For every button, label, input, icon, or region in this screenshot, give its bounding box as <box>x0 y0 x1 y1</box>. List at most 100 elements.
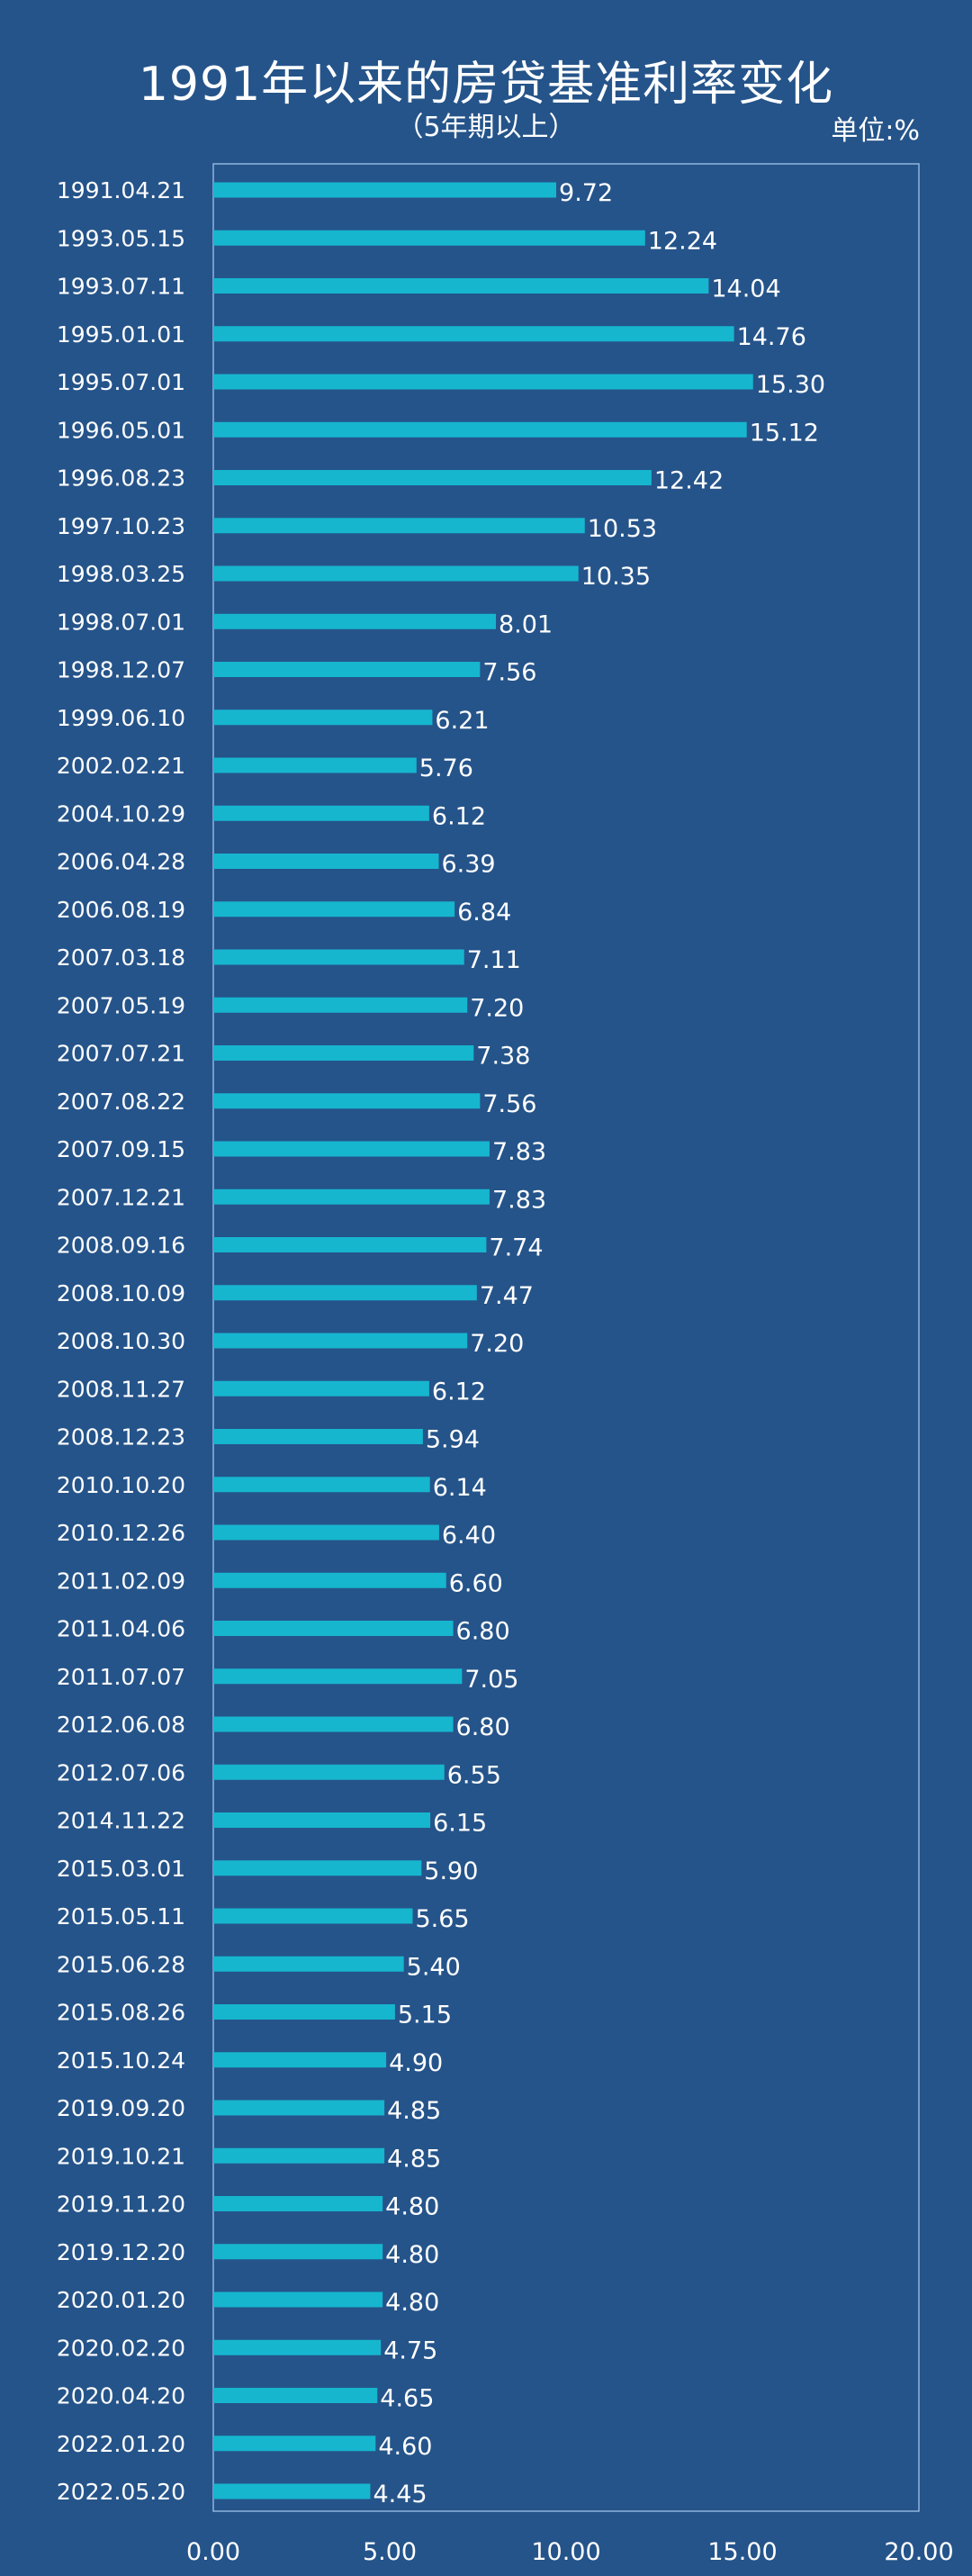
value-label: 6.39 <box>441 851 495 879</box>
category-label: 2020.04.20 <box>57 2383 185 2409</box>
category-label: 2019.11.20 <box>57 2192 185 2218</box>
bar-2007.09.15 <box>213 1141 490 1157</box>
value-label: 7.47 <box>480 1282 534 1310</box>
category-label: 2019.12.20 <box>57 2239 185 2265</box>
category-label: 2015.08.26 <box>57 2000 185 2026</box>
value-label: 9.72 <box>559 179 613 207</box>
category-label: 2007.03.18 <box>57 945 185 971</box>
value-label: 7.83 <box>492 1138 546 1166</box>
value-label: 6.60 <box>449 1569 503 1597</box>
category-label: 2015.10.24 <box>57 2047 185 2074</box>
bar-2019.11.20 <box>213 2196 383 2211</box>
category-label: 2020.01.20 <box>57 2287 185 2313</box>
bar-2007.07.21 <box>213 1045 474 1061</box>
bar-2020.01.20 <box>213 2291 383 2308</box>
value-label: 7.83 <box>492 1186 546 1214</box>
category-label: 1991.04.21 <box>57 177 185 203</box>
value-label: 6.40 <box>442 1522 496 1550</box>
bar-1993.07.11 <box>213 278 709 294</box>
value-label: 6.80 <box>456 1713 510 1741</box>
value-label: 5.15 <box>398 2002 452 2029</box>
value-label: 14.04 <box>711 276 780 303</box>
x-tick-label: 20.00 <box>884 2538 953 2566</box>
bar-1991.04.21 <box>213 182 557 198</box>
category-label: 2011.04.06 <box>57 1616 185 1642</box>
bar-2011.02.09 <box>213 1572 446 1588</box>
value-label: 15.30 <box>756 371 825 399</box>
bar-1993.05.15 <box>213 230 645 246</box>
category-label: 2015.06.28 <box>57 1951 185 1977</box>
bar-2007.08.22 <box>213 1093 481 1109</box>
value-label: 7.20 <box>470 1330 524 1358</box>
bar-2019.12.20 <box>213 2244 383 2260</box>
value-label: 6.84 <box>457 899 511 926</box>
value-label: 5.76 <box>419 755 473 782</box>
bar-2012.07.06 <box>213 1764 445 1780</box>
category-label: 1993.05.15 <box>57 225 185 251</box>
bar-1995.07.01 <box>213 374 753 390</box>
value-label: 14.76 <box>737 323 806 351</box>
category-label: 1998.03.25 <box>57 561 185 587</box>
value-label: 6.12 <box>432 802 486 830</box>
bar-2008.10.09 <box>213 1285 477 1301</box>
bar-2004.10.29 <box>213 805 429 821</box>
category-label: 2008.11.27 <box>57 1376 185 1402</box>
category-label: 2022.01.20 <box>57 2431 185 2457</box>
bar-2006.04.28 <box>213 854 439 869</box>
value-label: 10.35 <box>581 563 651 591</box>
bar-2008.10.30 <box>213 1333 468 1349</box>
bar-2010.12.26 <box>213 1524 439 1541</box>
bar-2014.11.22 <box>213 1812 431 1828</box>
value-label: 7.20 <box>470 994 524 1022</box>
category-label: 2007.05.19 <box>57 992 185 1018</box>
bar-1995.01.01 <box>213 326 734 342</box>
value-label: 7.56 <box>482 1090 536 1118</box>
category-label: 2020.02.20 <box>57 2335 185 2361</box>
bar-2006.08.19 <box>213 901 455 917</box>
bar-2015.05.11 <box>213 1908 413 1924</box>
category-label: 2014.11.22 <box>57 1808 185 1834</box>
bar-2015.08.26 <box>213 2004 395 2020</box>
x-tick-label: 10.00 <box>531 2538 600 2566</box>
value-label: 6.21 <box>435 707 489 735</box>
bar-2015.10.24 <box>213 2052 387 2068</box>
bar-2008.09.16 <box>213 1237 487 1252</box>
category-label: 2004.10.29 <box>57 800 185 827</box>
category-label: 2012.06.08 <box>57 1712 185 1738</box>
category-label: 1998.07.01 <box>57 609 185 635</box>
value-label: 5.65 <box>415 1905 469 1933</box>
value-label: 4.75 <box>383 2336 437 2364</box>
bar-1998.03.25 <box>213 565 579 582</box>
category-label: 1993.07.11 <box>57 274 185 300</box>
value-label: 7.56 <box>482 659 536 687</box>
category-label: 2015.03.01 <box>57 1856 185 1882</box>
value-label: 4.80 <box>385 2289 439 2317</box>
value-label: 12.24 <box>648 227 717 255</box>
x-tick-label: 15.00 <box>707 2538 777 2566</box>
category-label: 2008.12.23 <box>57 1424 185 1451</box>
category-label: 2015.05.11 <box>57 1903 185 1930</box>
bar-2007.05.19 <box>213 997 468 1013</box>
chart-title: 1991年以来的房贷基准利率变化 <box>138 58 834 112</box>
category-label: 2007.09.15 <box>57 1136 185 1162</box>
bar-1997.10.23 <box>213 518 585 534</box>
bar-2022.05.20 <box>213 2483 371 2499</box>
category-label: 2011.02.09 <box>57 1568 185 1594</box>
category-label: 2011.07.07 <box>57 1664 185 1690</box>
category-label: 2012.07.06 <box>57 1759 185 1785</box>
category-label: 1995.07.01 <box>57 369 185 395</box>
category-label: 1997.10.23 <box>57 513 185 539</box>
bar-2007.03.18 <box>213 949 464 965</box>
category-label: 2008.10.30 <box>57 1328 185 1354</box>
bar-1996.08.23 <box>213 470 652 485</box>
bar-2002.02.21 <box>213 757 417 773</box>
bar-1998.07.01 <box>213 613 496 629</box>
bar-1996.05.01 <box>213 421 747 438</box>
value-label: 8.01 <box>499 610 553 638</box>
x-tick-label: 0.00 <box>186 2538 240 2566</box>
value-label: 7.38 <box>476 1043 530 1071</box>
bar-2019.10.21 <box>213 2147 385 2164</box>
category-label: 1996.08.23 <box>57 465 185 492</box>
category-label: 1998.12.07 <box>57 657 185 683</box>
category-label: 2007.12.21 <box>57 1184 185 1210</box>
